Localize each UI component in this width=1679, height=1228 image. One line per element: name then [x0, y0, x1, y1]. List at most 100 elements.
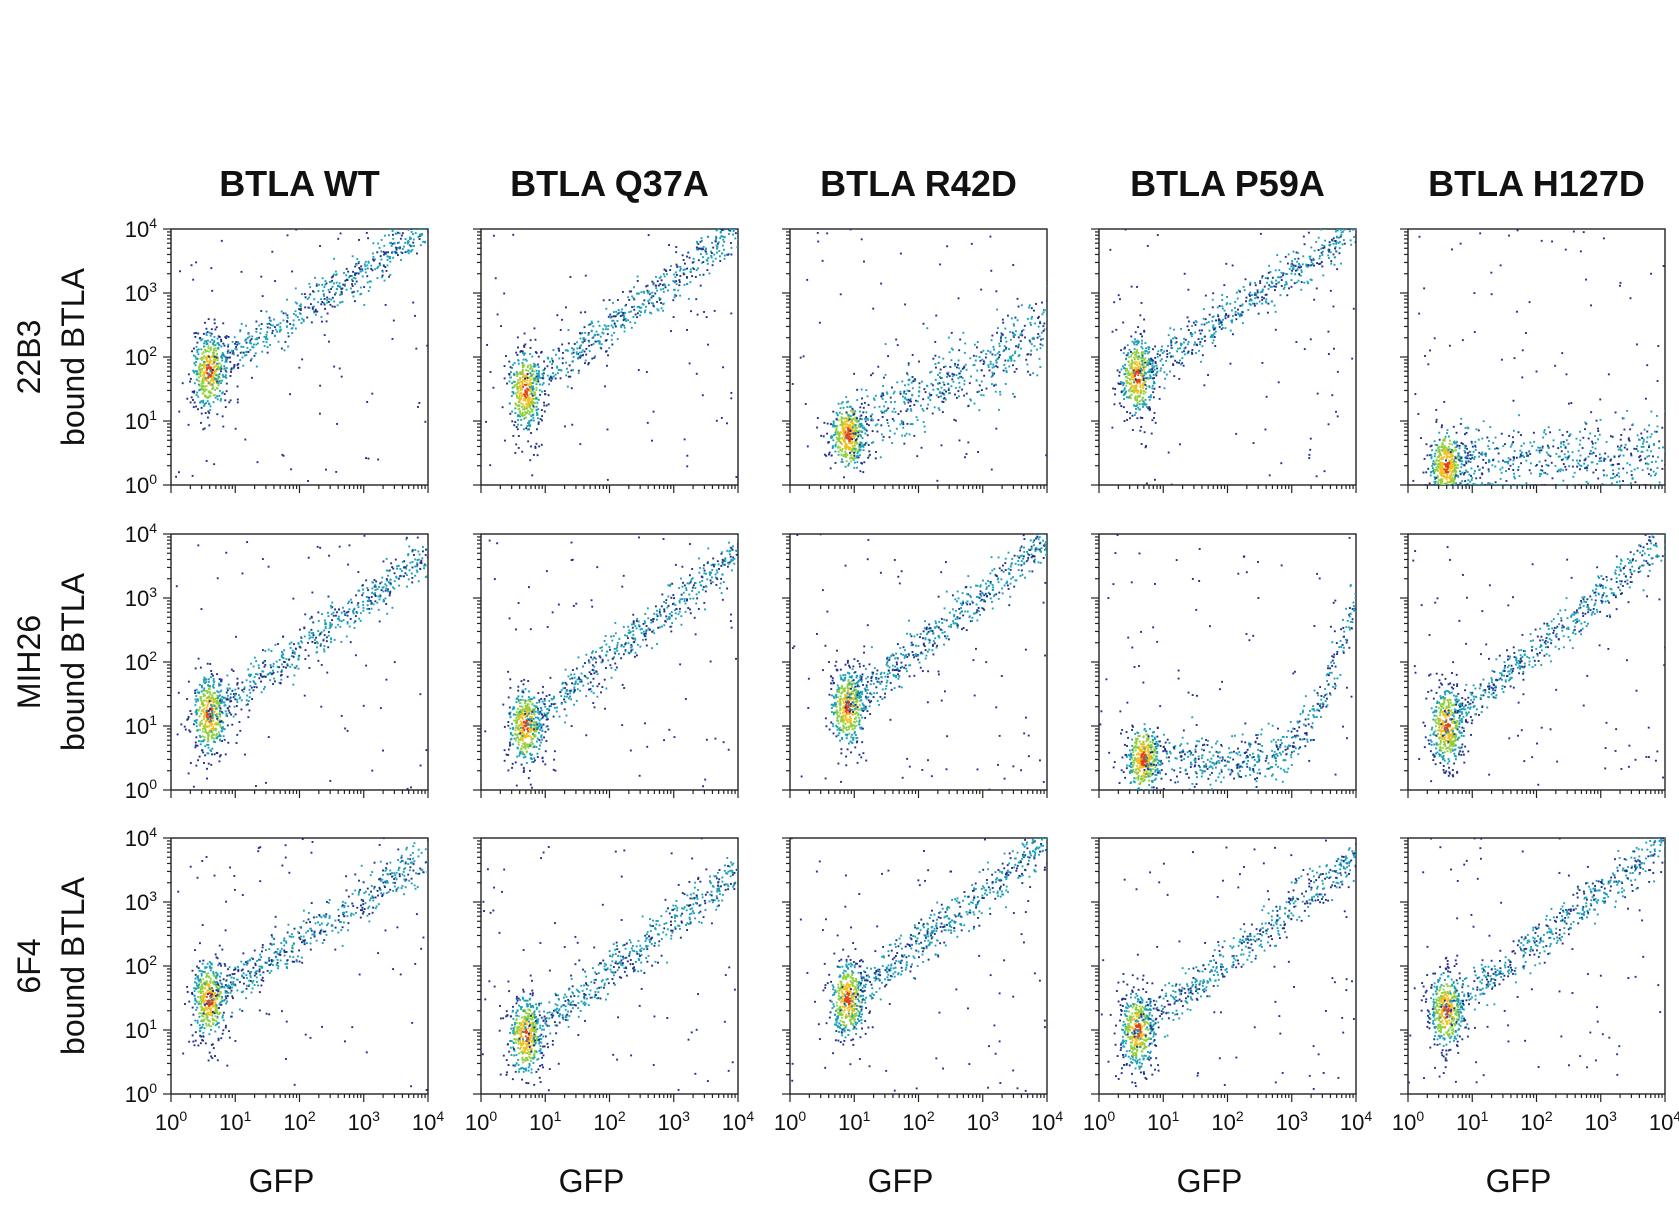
- data-point: [212, 356, 215, 359]
- data-point: [548, 377, 551, 379]
- data-point: [282, 312, 285, 315]
- data-point: [1009, 338, 1012, 341]
- data-point: [652, 304, 655, 307]
- data-point: [941, 411, 944, 414]
- data-point: [1434, 482, 1437, 485]
- data-point: [1127, 373, 1130, 376]
- data-point: [1133, 342, 1135, 345]
- data-point: [529, 375, 532, 378]
- data-point: [1442, 461, 1444, 464]
- data-point: [514, 407, 517, 410]
- data-point: [227, 343, 230, 346]
- data-point: [200, 421, 202, 424]
- data-point: [412, 241, 415, 244]
- data-point: [903, 400, 906, 403]
- data-point: [1134, 366, 1137, 369]
- data-point: [1525, 482, 1528, 485]
- data-point: [510, 395, 513, 398]
- data-point: [851, 407, 854, 410]
- data-point: [535, 369, 538, 372]
- data-point: [1139, 363, 1141, 366]
- data-point: [509, 412, 512, 415]
- data-point: [1121, 365, 1124, 368]
- data-point: [210, 391, 213, 394]
- data-point: [1203, 384, 1206, 387]
- data-point: [530, 392, 533, 395]
- data-point: [304, 306, 307, 309]
- data-point: [225, 382, 228, 385]
- data-point: [862, 449, 865, 452]
- data-point: [881, 416, 884, 418]
- data-point: [686, 255, 688, 258]
- data-point: [1217, 319, 1220, 322]
- data-point: [220, 379, 223, 382]
- data-point: [598, 341, 601, 344]
- data-point: [1123, 388, 1126, 391]
- data-point: [1353, 236, 1356, 238]
- data-point: [870, 419, 873, 422]
- data-point: [1154, 362, 1157, 365]
- data-point: [205, 402, 208, 404]
- data-point: [241, 356, 244, 359]
- data-point: [1266, 281, 1269, 284]
- data-point: [1147, 378, 1150, 381]
- data-point: [426, 344, 428, 347]
- data-point: [1273, 304, 1276, 307]
- data-point: [1153, 365, 1156, 368]
- data-point: [646, 284, 649, 287]
- data-point: [911, 376, 914, 378]
- data-point: [872, 307, 875, 310]
- data-point: [852, 424, 855, 427]
- data-point: [720, 230, 722, 233]
- data-point: [1137, 372, 1140, 374]
- data-point: [331, 305, 334, 308]
- data-point: [845, 401, 848, 404]
- data-point: [389, 260, 392, 263]
- data-point: [280, 310, 283, 313]
- data-point: [718, 255, 721, 258]
- data-point: [1120, 405, 1123, 408]
- data-point: [1549, 455, 1552, 458]
- data-point: [1474, 440, 1477, 443]
- data-point: [1461, 480, 1464, 483]
- data-point: [1282, 287, 1285, 290]
- data-point: [178, 471, 180, 474]
- data-point: [427, 236, 428, 239]
- data-point: [1551, 477, 1554, 480]
- density-dots: [1109, 229, 1356, 485]
- data-point: [1653, 430, 1656, 433]
- data-point: [1128, 394, 1131, 397]
- data-point: [412, 238, 415, 241]
- data-point: [367, 237, 369, 240]
- data-point: [851, 440, 854, 443]
- data-point: [266, 326, 269, 329]
- data-point: [523, 399, 526, 402]
- data-point: [412, 301, 415, 304]
- data-point: [197, 332, 200, 335]
- data-point: [702, 245, 705, 248]
- data-point: [623, 330, 626, 333]
- data-point: [417, 405, 419, 408]
- data-point: [527, 389, 530, 391]
- data-point: [216, 368, 219, 371]
- data-point: [1306, 265, 1309, 268]
- data-point: [1126, 367, 1129, 370]
- data-point: [314, 276, 316, 279]
- data-point: [1163, 387, 1166, 390]
- data-point: [1284, 255, 1287, 258]
- data-point: [220, 364, 223, 367]
- data-point: [531, 474, 534, 477]
- data-point: [512, 363, 515, 366]
- data-point: [1183, 272, 1186, 275]
- data-point: [336, 285, 339, 288]
- data-point: [1298, 263, 1301, 266]
- data-point: [308, 296, 311, 299]
- data-point: [624, 311, 627, 314]
- data-point: [923, 430, 926, 433]
- data-point: [530, 419, 533, 421]
- data-point: [1447, 481, 1449, 484]
- data-point: [1149, 376, 1152, 379]
- data-point: [526, 376, 529, 379]
- data-point: [207, 360, 210, 363]
- data-point: [1331, 394, 1334, 397]
